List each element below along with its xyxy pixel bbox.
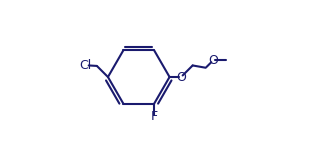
Text: O: O xyxy=(176,71,186,83)
Text: Cl: Cl xyxy=(79,59,91,72)
Text: O: O xyxy=(208,54,218,67)
Text: F: F xyxy=(151,110,158,123)
